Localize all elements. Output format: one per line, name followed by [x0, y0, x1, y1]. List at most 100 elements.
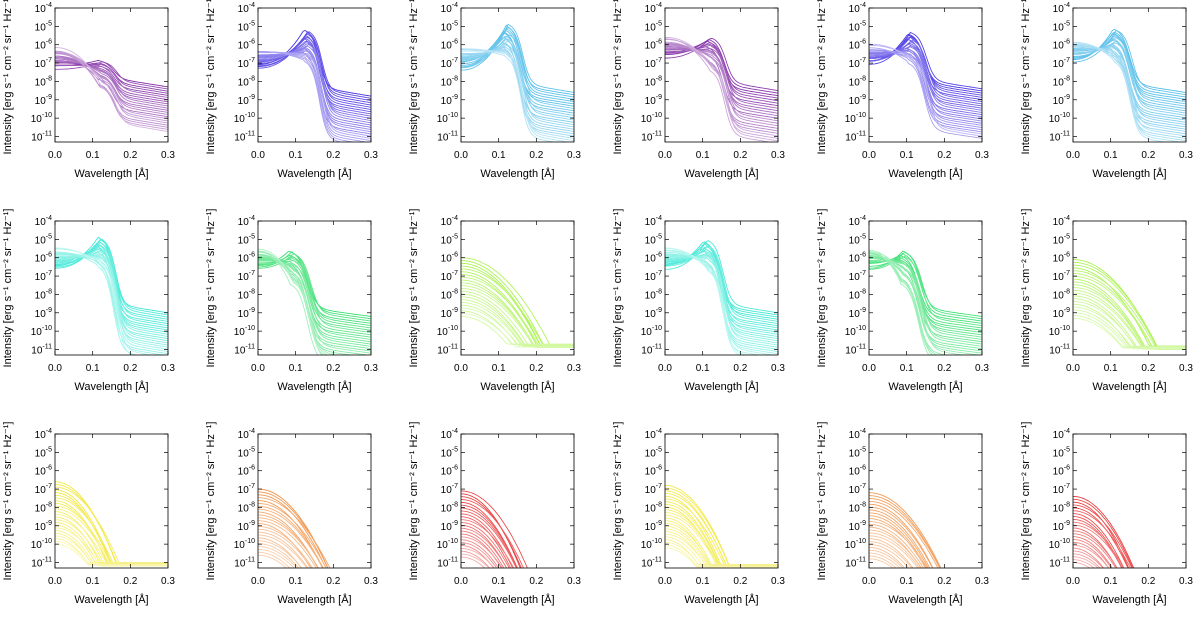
series-line [665, 45, 778, 122]
y-tick-label: 10-6 [35, 252, 52, 265]
y-tick-label: 10-8 [441, 288, 458, 301]
x-axis-label: Wavelength [Å] [277, 167, 351, 180]
panel-7: 10-4 10-5 10-6 10-7 10-8 10-9 10-10 10-11 0.0 0.1… [2, 209, 175, 393]
y-tick-label: 10-10 [31, 112, 52, 125]
y-tick-label: 10-9 [238, 520, 255, 533]
y-tick-label: 10-9 [645, 307, 662, 320]
series-line [258, 537, 302, 568]
x-tick-label: 0.3 [364, 150, 378, 161]
x-tick-label: 0.0 [48, 363, 62, 374]
y-tick-label: 10-7 [35, 270, 52, 283]
y-axis-label: Intensity [erg s⁻¹ cm⁻² sr⁻¹ Hz⁻¹] [816, 0, 828, 154]
x-tick-label: 0.3 [161, 150, 175, 161]
series-line [869, 39, 982, 103]
series-line [55, 64, 168, 99]
series-line [665, 252, 778, 335]
series-line [1073, 273, 1186, 350]
series-line [258, 514, 319, 568]
series-line [55, 47, 168, 132]
series-line [55, 251, 168, 337]
plot-frame [664, 7, 779, 143]
y-tick-label: 10-4 [849, 215, 866, 228]
y-tick-label: 10-10 [234, 112, 255, 125]
panel-1: 10-4 10-5 10-6 10-7 10-8 10-9 10-10 10-11 0.0 0.1… [2, 0, 175, 180]
x-tick-label: 0.2 [123, 576, 137, 587]
series-line [1073, 541, 1110, 568]
series-line [1073, 495, 1135, 568]
series-line [461, 516, 512, 568]
series-line [869, 515, 927, 568]
series-line [1073, 501, 1130, 568]
y-tick-label: 10-9 [849, 307, 866, 320]
x-tick-label: 0.3 [567, 363, 581, 374]
series-line [869, 47, 982, 139]
y-tick-label: 10-5 [441, 233, 458, 246]
series-line [258, 525, 313, 568]
series-group [258, 488, 331, 568]
panel-6: 10-4 10-5 10-6 10-7 10-8 10-9 10-10 10-11 0.0 0.1… [1020, 0, 1193, 180]
y-tick-label: 10-4 [645, 2, 662, 15]
x-tick-label: 0.3 [771, 363, 785, 374]
y-tick-label: 10-6 [35, 39, 52, 52]
y-tick-label: 10-10 [641, 325, 662, 338]
y-tick-label: 10-4 [645, 428, 662, 441]
series-line [55, 239, 168, 318]
series-group [1073, 259, 1186, 350]
series-line [258, 50, 343, 142]
y-tick-label: 10-5 [35, 20, 52, 33]
series-line [258, 551, 291, 568]
series-line [869, 251, 966, 355]
series-line [461, 48, 571, 142]
plot-frame [54, 220, 169, 356]
y-tick-label: 10-6 [849, 465, 866, 478]
x-axis-label: Wavelength [Å] [888, 167, 962, 180]
x-tick-label: 0.1 [900, 576, 914, 587]
y-tick-label: 10-10 [1049, 325, 1070, 338]
panel-4: 10-4 10-5 10-6 10-7 10-8 10-9 10-10 10-11 0.0 0.1… [612, 0, 785, 180]
x-tick-label: 0.1 [1104, 150, 1118, 161]
series-line [869, 49, 982, 133]
series-line [869, 46, 982, 113]
y-tick-label: 10-7 [1053, 483, 1070, 496]
y-tick-label: 10-10 [641, 112, 662, 125]
series-line [258, 45, 371, 124]
y-tick-label: 10-5 [849, 20, 866, 33]
y-tick-label: 10-7 [35, 57, 52, 70]
series-line [461, 550, 491, 568]
y-tick-label: 10-10 [31, 325, 52, 338]
series-line [55, 239, 168, 316]
series-line [665, 533, 778, 568]
y-axis-label: Intensity [erg s⁻¹ cm⁻² sr⁻¹ Hz⁻¹] [205, 209, 217, 368]
series-line [1073, 510, 1131, 568]
series-line [461, 556, 486, 568]
y-tick-label: 10-5 [849, 446, 866, 459]
series-group [869, 492, 942, 568]
x-axis-label: Wavelength [Å] [1092, 380, 1166, 393]
series-line [258, 546, 298, 568]
x-tick-label: 0.3 [975, 150, 989, 161]
plot-frame [664, 433, 779, 569]
series-line [665, 544, 778, 567]
series-line [665, 240, 778, 314]
x-tick-label: 0.3 [975, 363, 989, 374]
series-line [1073, 281, 1186, 348]
x-tick-label: 0.1 [86, 150, 100, 161]
series-group [665, 240, 778, 355]
series-line [258, 256, 371, 327]
series-line [258, 502, 327, 568]
plot-frame [460, 433, 575, 569]
series-line [461, 522, 510, 568]
y-tick-label: 10-9 [238, 94, 255, 107]
series-line [665, 539, 778, 565]
series-group [461, 23, 574, 142]
y-axis-label: Intensity [erg s⁻¹ cm⁻² sr⁻¹ Hz⁻¹] [612, 0, 624, 154]
x-tick-label: 0.3 [567, 576, 581, 587]
x-tick-label: 0.3 [161, 363, 175, 374]
y-tick-label: 10-5 [645, 446, 662, 459]
y-tick-label: 10-10 [234, 538, 255, 551]
y-tick-label: 10-4 [1053, 428, 1070, 441]
y-tick-label: 10-8 [1053, 75, 1070, 88]
series-line [1073, 259, 1186, 348]
y-tick-label: 10-7 [1053, 270, 1070, 283]
